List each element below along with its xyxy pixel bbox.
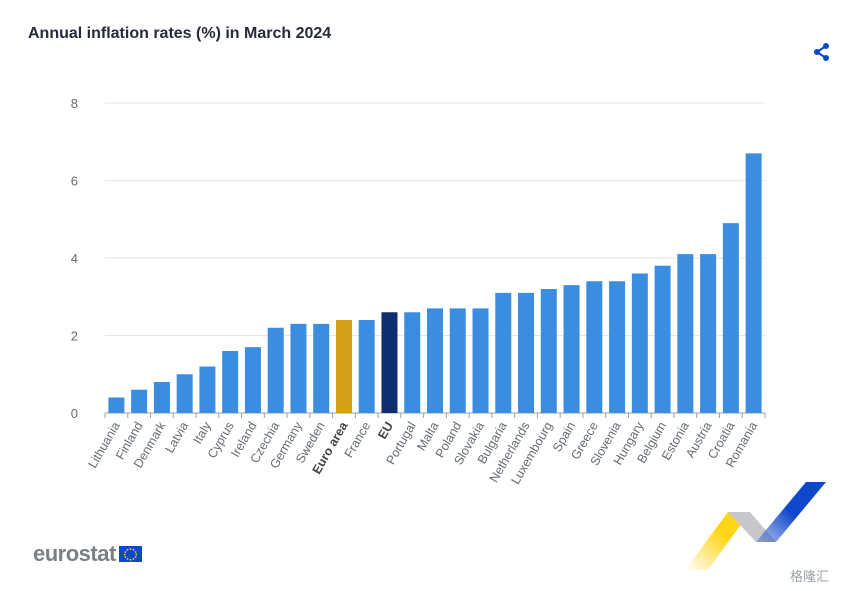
bar: [176, 374, 193, 413]
y-tick-label: 0: [71, 406, 78, 421]
decorative-arrow-graphic: [685, 482, 826, 570]
bar: [677, 254, 694, 413]
bar: [404, 312, 421, 413]
share-icon: [814, 43, 829, 61]
eurostat-logo: eurostat: [33, 540, 142, 568]
bar: [222, 351, 239, 413]
bar: [563, 285, 580, 413]
bar: [108, 397, 125, 413]
y-tick-label: 2: [71, 329, 78, 344]
bar: [267, 327, 284, 413]
bar: [495, 292, 512, 413]
bar: [540, 289, 557, 413]
bar: [472, 308, 489, 413]
x-tick-label: Lithuania: [85, 419, 123, 470]
bar: [199, 366, 216, 413]
bar: [381, 312, 398, 413]
y-tick-label: 6: [71, 174, 78, 189]
y-tick-label: 4: [71, 251, 78, 266]
bar: [700, 254, 717, 413]
bar: [745, 153, 762, 413]
bar: [244, 347, 261, 413]
y-tick-label: 8: [71, 96, 78, 111]
watermark: 格隆汇: [790, 570, 830, 585]
eu-flag-icon: [118, 546, 142, 562]
bar: [313, 323, 330, 413]
bar: [518, 292, 535, 413]
bar: [654, 265, 671, 413]
chart-title: Annual inflation rates (%) in March 2024: [28, 25, 332, 42]
bar: [153, 382, 170, 413]
logo-text: eurostat: [33, 541, 116, 566]
bar: [586, 281, 603, 413]
x-tick-label: EU: [375, 420, 396, 442]
bar: [131, 389, 148, 413]
bar: [631, 273, 648, 413]
bar: [427, 308, 443, 413]
share-button[interactable]: [811, 41, 833, 63]
bar: [609, 281, 626, 413]
bar: [358, 320, 375, 413]
bar: [290, 323, 307, 413]
bar: [335, 320, 352, 413]
x-tick-label: Latvia: [162, 419, 191, 455]
bar: [722, 223, 739, 413]
bar: [449, 308, 466, 413]
